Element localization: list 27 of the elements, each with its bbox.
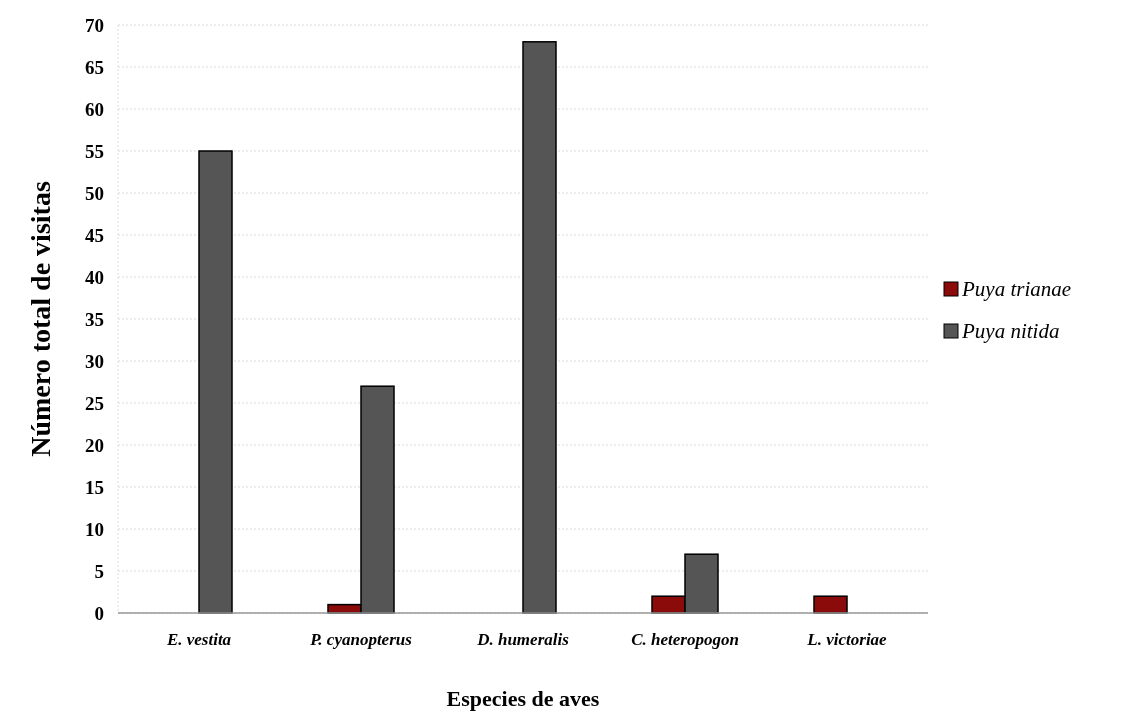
y-tick-label: 35 [85,308,104,330]
y-tick-label: 30 [85,350,104,372]
y-tick-label: 5 [94,560,104,582]
y-tick-label: 60 [85,98,104,120]
x-axis-title: Especies de aves [446,686,600,711]
bar [522,41,557,614]
y-tick-label: 10 [85,518,104,540]
bar [813,595,848,614]
y-tick-label: 50 [85,182,104,204]
x-tick-label: E. vestita [165,630,232,649]
x-tick-label: P. cyanopterus [309,630,413,649]
y-tick-label: 55 [85,140,104,162]
y-tick-label: 65 [85,56,104,78]
y-tick-label: 0 [94,602,104,624]
y-axis-title: Número total de visitas [25,181,56,457]
y-tick-label: 70 [85,14,104,36]
y-tick-label: 25 [85,392,104,414]
legend-label: Puya nitida [961,319,1060,344]
x-tick-label: C. heteropogon [631,630,739,649]
x-tick-label: D. humeralis [476,630,570,649]
y-tick-label: 45 [85,224,104,246]
legend-label: Puya trianae [961,277,1072,302]
x-tick-label: L. victoriae [806,630,888,649]
bar [198,150,233,614]
y-tick-label: 15 [85,476,104,498]
y-tick-label: 40 [85,266,104,288]
y-tick-label: 20 [85,434,104,456]
